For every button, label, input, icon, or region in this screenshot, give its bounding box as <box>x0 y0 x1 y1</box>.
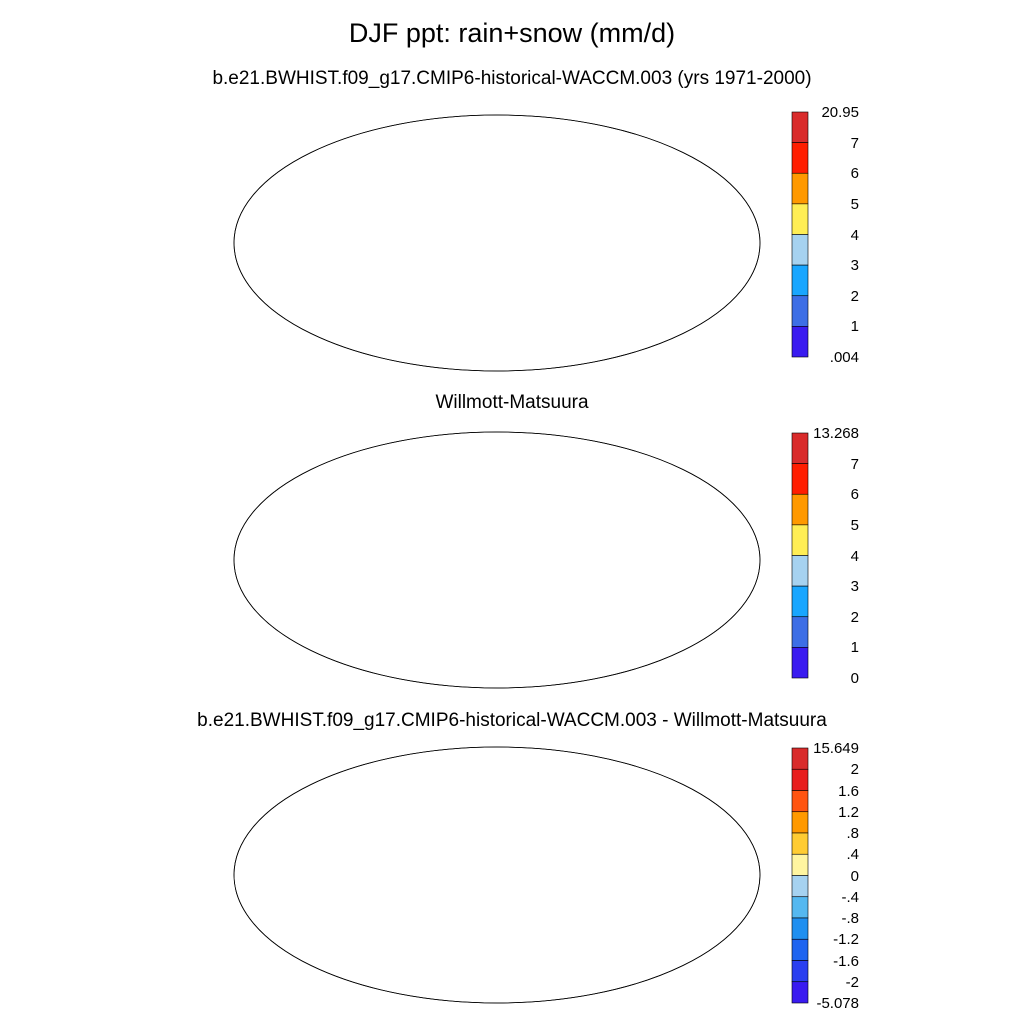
colorbar-tick-label: 13.268 <box>813 425 859 442</box>
colorbar-tick-label: 1.6 <box>838 782 859 800</box>
colorbar-tick-label: 15.649 <box>813 740 859 757</box>
colorbar-swatch <box>791 811 809 834</box>
colorbar-swatch <box>791 295 809 327</box>
colorbar-tick-label: 20.95 <box>821 104 859 121</box>
colorbar-obs <box>791 432 809 679</box>
colorbar-tick-label: 3 <box>850 257 859 275</box>
colorbar-tick-label: 0 <box>850 867 859 885</box>
colorbar-swatch <box>791 264 809 297</box>
colorbar-swatch <box>791 832 809 855</box>
colorbar-swatch <box>791 142 809 174</box>
map-model <box>233 114 761 372</box>
panel-title-model: b.e21.BWHIST.f09_g17.CMIP6-historical-WA… <box>212 68 812 89</box>
colorbar-tick-label: .4 <box>846 846 859 864</box>
colorbar-tick-label: 0 <box>850 670 859 687</box>
colorbar-tick-label: 1.2 <box>838 803 859 821</box>
colorbar-swatch <box>791 938 809 961</box>
colorbar-tick-label: -5.078 <box>816 995 859 1012</box>
colorbar-swatch <box>791 326 809 358</box>
colorbar-swatch <box>791 768 809 791</box>
colorbar-tick-label: 4 <box>850 226 859 244</box>
colorbar-tick-label: .8 <box>846 825 859 842</box>
map-obs <box>233 431 761 689</box>
colorbar-diff <box>791 747 809 1004</box>
colorbar-tick-label: 2 <box>850 608 859 626</box>
colorbar-swatch <box>791 203 809 235</box>
colorbar-swatch <box>791 111 809 143</box>
colorbar-swatch <box>791 172 809 205</box>
colorbar-swatch <box>791 463 809 495</box>
colorbar-swatch <box>791 747 809 770</box>
colorbar-swatch <box>791 981 809 1004</box>
colorbar-tick-label: 2 <box>850 761 859 779</box>
colorbar-tick-label: -.8 <box>841 910 859 927</box>
colorbar-tick-label: 4 <box>850 547 859 565</box>
colorbar-swatch <box>791 493 809 526</box>
colorbar-swatch <box>791 555 809 587</box>
colorbar-tick-label: -.4 <box>841 888 859 906</box>
panel-title-obs: Willmott-Matsuura <box>435 392 589 413</box>
map-diff <box>233 746 761 1004</box>
colorbar-swatch <box>791 585 809 618</box>
colorbar-tick-label: 5 <box>850 516 859 534</box>
colorbar-tick-label: 1 <box>850 639 859 657</box>
colorbar-tick-label: 7 <box>850 455 859 473</box>
colorbar-model <box>791 111 809 358</box>
colorbar-tick-label: -1.6 <box>833 952 859 970</box>
colorbar-tick-label: .004 <box>829 349 859 366</box>
colorbar-tick-label: 7 <box>850 134 859 152</box>
colorbar-swatch <box>791 917 809 940</box>
colorbar-swatch <box>791 960 809 983</box>
colorbar-swatch <box>791 234 809 266</box>
colorbar-swatch <box>791 524 809 556</box>
colorbar-swatch <box>791 432 809 464</box>
colorbar-swatch <box>791 853 809 876</box>
colorbar-tick-label: 5 <box>850 195 859 213</box>
colorbar-tick-label: 1 <box>850 318 859 336</box>
page-title: DJF ppt: rain+snow (mm/d) <box>348 18 676 48</box>
colorbar-tick-label: 2 <box>850 287 859 305</box>
colorbar-swatch <box>791 616 809 648</box>
colorbar-swatch <box>791 896 809 919</box>
colorbar-tick-label: 6 <box>850 486 859 504</box>
colorbar-tick-label: -1.2 <box>833 931 859 949</box>
colorbar-swatch <box>791 790 809 813</box>
colorbar-swatch <box>791 875 809 898</box>
colorbar-tick-label: 3 <box>850 578 859 596</box>
panel-title-diff: b.e21.BWHIST.f09_g17.CMIP6-historical-WA… <box>197 710 827 731</box>
colorbar-swatch <box>791 647 809 679</box>
colorbar-tick-label: 6 <box>850 165 859 183</box>
colorbar-tick-label: -2 <box>845 973 859 991</box>
